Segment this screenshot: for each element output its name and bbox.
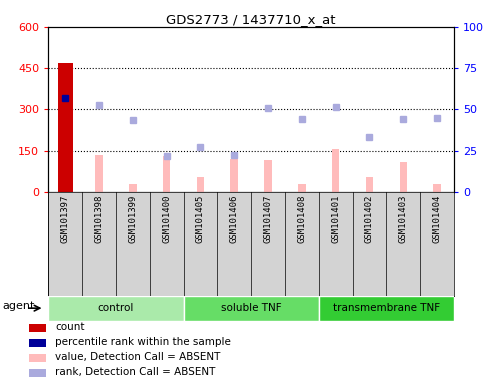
Bar: [28, 324, 46, 332]
Bar: [57, 63, 73, 192]
Text: GSM101405: GSM101405: [196, 195, 205, 243]
Bar: [197, 177, 204, 192]
Bar: [95, 155, 103, 192]
Text: GSM101401: GSM101401: [331, 195, 340, 243]
Text: GSM101399: GSM101399: [128, 195, 137, 243]
Text: GSM101398: GSM101398: [95, 195, 103, 243]
Bar: [28, 354, 46, 362]
Bar: [332, 149, 340, 192]
Text: control: control: [98, 303, 134, 313]
Bar: [264, 161, 272, 192]
Bar: [399, 162, 407, 192]
Text: soluble TNF: soluble TNF: [221, 303, 282, 313]
Bar: [433, 184, 441, 192]
Bar: [28, 339, 46, 347]
Text: GSM101397: GSM101397: [61, 195, 70, 243]
Bar: [184, 296, 319, 321]
Text: percentile rank within the sample: percentile rank within the sample: [55, 337, 231, 348]
Text: agent: agent: [2, 301, 35, 311]
Text: GSM101403: GSM101403: [399, 195, 408, 243]
Text: transmembrane TNF: transmembrane TNF: [333, 303, 440, 313]
Text: GSM101407: GSM101407: [264, 195, 272, 243]
Bar: [163, 156, 170, 192]
Bar: [129, 184, 137, 192]
Text: GSM101406: GSM101406: [230, 195, 239, 243]
Bar: [230, 159, 238, 192]
Text: GSM101404: GSM101404: [433, 195, 441, 243]
Bar: [48, 296, 184, 321]
Bar: [298, 184, 306, 192]
Bar: [28, 369, 46, 377]
Text: rank, Detection Call = ABSENT: rank, Detection Call = ABSENT: [55, 367, 215, 377]
Text: count: count: [55, 323, 85, 333]
Text: GSM101408: GSM101408: [298, 195, 306, 243]
Text: value, Detection Call = ABSENT: value, Detection Call = ABSENT: [55, 352, 221, 362]
Bar: [366, 177, 373, 192]
Text: GSM101402: GSM101402: [365, 195, 374, 243]
Text: GSM101400: GSM101400: [162, 195, 171, 243]
Title: GDS2773 / 1437710_x_at: GDS2773 / 1437710_x_at: [167, 13, 336, 26]
Bar: [319, 296, 454, 321]
